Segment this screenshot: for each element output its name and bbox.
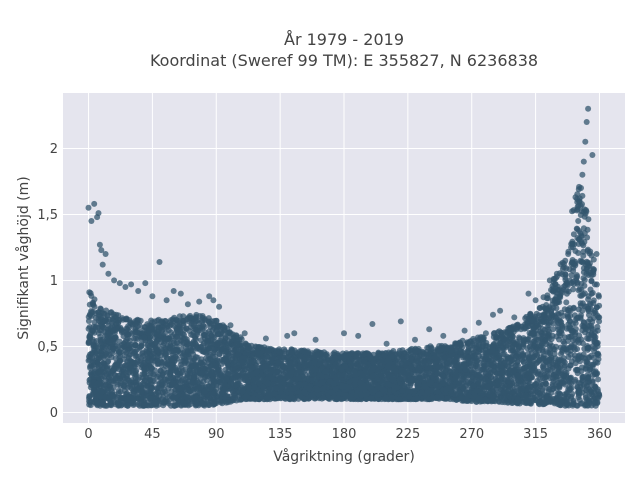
scatter-point <box>596 314 603 321</box>
scatter-point <box>218 329 225 335</box>
scatter-point <box>179 353 186 360</box>
scatter-point <box>580 225 587 232</box>
scatter-point <box>580 291 587 298</box>
scatter-point <box>585 296 592 303</box>
scatter-point <box>591 348 598 354</box>
scatter-point <box>105 358 112 365</box>
scatter-point <box>121 383 128 390</box>
scatter-point <box>569 208 576 215</box>
scatter-point <box>578 286 585 293</box>
scatter-point <box>590 354 597 361</box>
scatter-point <box>459 344 466 351</box>
scatter-point <box>116 355 123 362</box>
scatter-point <box>577 230 584 237</box>
scatter-point <box>197 359 204 366</box>
scatter-point <box>483 349 489 356</box>
scatter-point <box>198 337 205 344</box>
scatter-point <box>580 275 587 282</box>
scatter-point <box>90 324 97 330</box>
scatter-point <box>595 376 602 383</box>
scatter-point <box>93 338 100 344</box>
scatter-point <box>556 384 563 391</box>
scatter-point <box>590 300 597 306</box>
scatter-point <box>574 367 581 374</box>
scatter-point <box>233 333 240 339</box>
scatter-point <box>183 325 190 332</box>
scatter-point <box>583 207 589 214</box>
scatter-point <box>465 359 472 366</box>
scatter-point <box>98 342 104 349</box>
chart-title-line1: År 1979 - 2019 <box>284 30 404 49</box>
scatter-point <box>238 336 245 343</box>
scatter-point <box>490 352 497 359</box>
scatter-point <box>168 393 175 399</box>
scatter-point <box>592 309 599 316</box>
scatter-point <box>106 352 113 358</box>
scatter-point <box>588 252 595 259</box>
scatter-point <box>163 391 170 398</box>
scatter-point <box>563 345 570 352</box>
scatter-point <box>193 336 199 343</box>
scatter-point <box>176 313 183 320</box>
scatter-point <box>561 362 568 369</box>
scatter-point <box>559 259 566 266</box>
scatter-point <box>544 373 551 380</box>
scatter-point <box>561 340 568 347</box>
scatter-point <box>539 348 546 355</box>
scatter-point <box>590 315 597 322</box>
scatter-point <box>527 341 534 347</box>
scatter-point <box>545 349 552 356</box>
scatter-point <box>574 226 581 233</box>
data-points <box>85 105 603 409</box>
scatter-point <box>584 335 590 342</box>
scatter-point <box>563 299 570 306</box>
scatter-point <box>91 303 98 310</box>
scatter-point <box>593 304 600 311</box>
scatter-point <box>118 327 125 334</box>
scatter-point <box>525 323 532 330</box>
chart-title-line2: Koordinat (Sweref 99 TM): E 355827, N 62… <box>150 51 538 70</box>
scatter-point <box>226 329 233 336</box>
scatter-point <box>102 318 109 325</box>
scatter-point <box>132 342 138 349</box>
scatter-point <box>551 350 558 357</box>
scatter-point <box>208 332 215 339</box>
scatter-point <box>540 365 547 371</box>
scatter-point <box>467 366 474 373</box>
scatter-point <box>415 380 422 387</box>
scatter-point <box>553 305 560 312</box>
scatter-point <box>201 332 208 338</box>
scatter-point <box>177 361 184 368</box>
scatter-point <box>585 262 592 269</box>
scatter-point <box>550 378 557 385</box>
scatter-point <box>562 334 568 341</box>
scatter-point <box>567 362 574 369</box>
scatter-point <box>579 258 586 265</box>
scatter-point <box>579 307 586 314</box>
